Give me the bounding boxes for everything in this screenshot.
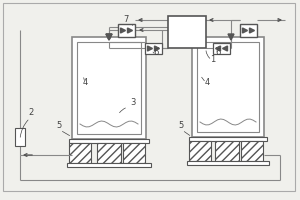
Polygon shape [106, 34, 112, 40]
Text: 5: 5 [178, 121, 183, 130]
Polygon shape [223, 46, 227, 51]
Bar [189, 137, 267, 141]
Text: 5: 5 [56, 121, 61, 130]
Bar [241, 141, 263, 161]
Bar [72, 37, 146, 139]
Polygon shape [121, 28, 125, 33]
Bar [69, 139, 149, 143]
Bar [123, 143, 145, 163]
Text: 6: 6 [215, 48, 220, 57]
Polygon shape [106, 34, 112, 40]
Bar [97, 143, 121, 163]
Text: 4: 4 [205, 78, 210, 87]
Bar [213, 43, 230, 54]
Bar [15, 128, 25, 146]
Polygon shape [228, 34, 234, 40]
Bar [197, 42, 259, 132]
Bar [145, 43, 162, 54]
Polygon shape [250, 28, 254, 33]
Bar [67, 163, 151, 167]
Polygon shape [148, 46, 152, 51]
Bar [77, 42, 141, 134]
Text: 6: 6 [153, 48, 158, 57]
Bar [192, 37, 264, 137]
Text: 2: 2 [28, 108, 33, 117]
Bar [187, 161, 269, 165]
Text: 1: 1 [210, 55, 215, 64]
Polygon shape [128, 28, 133, 33]
Polygon shape [242, 28, 247, 33]
Text: 3: 3 [130, 98, 135, 107]
Polygon shape [154, 46, 160, 51]
Polygon shape [215, 46, 220, 51]
Bar [189, 141, 211, 161]
Bar [240, 24, 257, 37]
Bar [168, 16, 206, 48]
Bar [215, 141, 239, 161]
Bar [69, 143, 91, 163]
Bar [118, 24, 135, 37]
Text: 7: 7 [123, 15, 128, 24]
Text: 4: 4 [83, 78, 88, 87]
